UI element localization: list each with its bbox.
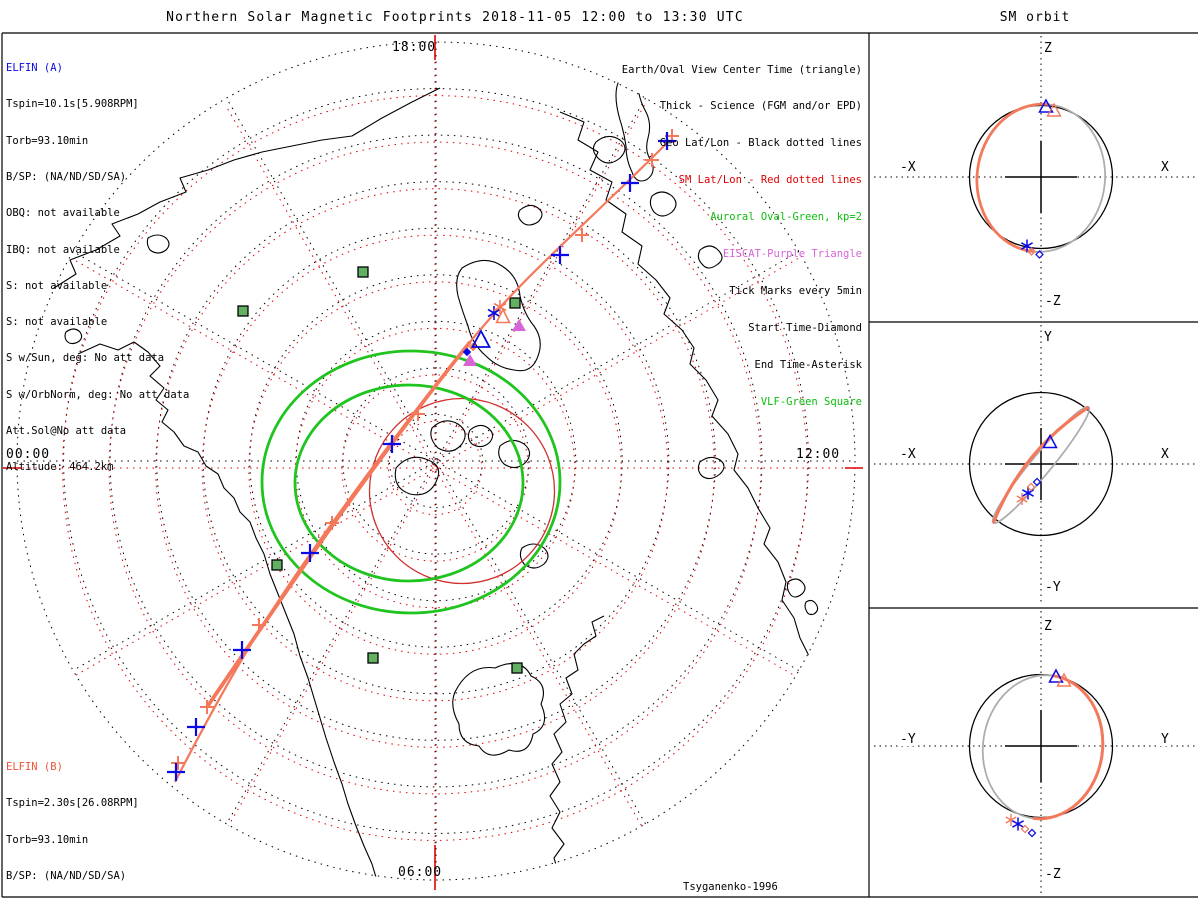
- view-center-triangle-b: [495, 307, 511, 324]
- view-center-triangle-a: [471, 329, 491, 348]
- axis-label: X: [1159, 160, 1171, 175]
- mlt-edge-ticks: [3, 35, 863, 890]
- sm-pole-circle: [368, 397, 556, 585]
- legend-item: End Time-Asterisk: [754, 358, 862, 371]
- legend-item: Earth/Oval View Center Time (triangle): [621, 63, 862, 76]
- legend-item: Tick Marks every 5min: [729, 284, 862, 297]
- info-line: Torb=93.10min: [6, 134, 89, 147]
- info-line: S: not available: [6, 279, 108, 292]
- orbit-triangle-b-yz: [1056, 672, 1072, 687]
- mlt-label-right: 12:00: [796, 447, 841, 462]
- vlf-squares: [237, 266, 523, 674]
- page-title: Northern Solar Magnetic Footprints 2018-…: [166, 10, 744, 25]
- sm-orbit-panel-xz: [874, 36, 1196, 319]
- info-line: OBQ: not available: [6, 207, 120, 220]
- axis-label: Z: [1042, 41, 1054, 56]
- legend-item: Auroral Oval-Green, kp=2: [710, 211, 862, 224]
- orbit-asterisk-a-yz: [1012, 817, 1024, 831]
- orbit-diamond-a-xy: [1032, 477, 1042, 487]
- elfin-b-info: ELFIN (B) Tspin=2.30s[26.08RPM] Torb=93.…: [6, 737, 189, 900]
- info-line: Tspin=2.30s[26.08RPM]: [6, 797, 139, 810]
- earth-circle-xz: [968, 104, 1114, 250]
- end-asterisk-a: [487, 306, 501, 320]
- crosshair-yz: [1005, 710, 1077, 782]
- start-diamond-a: [462, 347, 472, 357]
- track-event-markers: [462, 300, 511, 357]
- orbit-diamond-a-xz: [1035, 250, 1044, 259]
- mlt-label-bottom: 06:00: [398, 865, 443, 880]
- info-line: Torb=93.10min: [6, 833, 89, 846]
- orbit-asterisk-b-xy: [1016, 493, 1028, 505]
- orbit-asterisk-a-xy: [1022, 486, 1034, 500]
- info-line: S w/Sun, deg: No att data: [6, 352, 165, 365]
- auroral-oval: [260, 349, 562, 615]
- legend-item: VLF-Green Square: [760, 395, 862, 408]
- info-line: IBQ: not available: [6, 243, 120, 256]
- axis-label: -X: [898, 160, 918, 175]
- orbit-diamond-b-xz: [1027, 247, 1036, 256]
- axis-label: Y: [1042, 330, 1054, 345]
- info-line: S: not available: [6, 316, 108, 329]
- orbit-asterisk-b-yz: [1005, 814, 1017, 826]
- elfin-a-ticks: [167, 132, 676, 781]
- eiscat-triangles: [463, 319, 526, 366]
- field-model-label: Tsyganenko-1996: [683, 881, 778, 894]
- orbit-near-arc-xz: [975, 102, 1049, 253]
- legend-item: Thick - Science (FGM and/or EPD): [659, 100, 862, 113]
- orbit-near-arc-yz: [1032, 674, 1105, 821]
- coastlines: [19, 76, 825, 881]
- sm-orbit-title: SM orbit: [999, 10, 1071, 25]
- legend-item: EISCAT-Purple Triangle: [722, 248, 862, 261]
- crosshair-xz: [1005, 141, 1077, 213]
- axis-label: Y: [1159, 732, 1171, 747]
- orbit-triangle-a-xz: [1038, 98, 1054, 113]
- elfin-a-name: ELFIN (A): [6, 62, 63, 75]
- orbit-diamond-b-xy: [1026, 482, 1036, 492]
- science-thick-segment: [205, 340, 472, 709]
- crosshair-xy: [1005, 428, 1077, 500]
- orbit-near-arc-xy: [991, 405, 1090, 524]
- sm-orbit-panel-xy: [874, 325, 1196, 604]
- panel-borders: [1, 32, 1198, 898]
- orbit-diamond-b-yz: [1020, 824, 1030, 834]
- info-line: Att.Sol@No att data: [6, 425, 127, 437]
- earth-circle-xy: [968, 391, 1114, 537]
- axis-label: -X: [898, 447, 918, 462]
- axis-label: X: [1159, 447, 1171, 462]
- info-line: Tspin=10.1s[5.908RPM]: [6, 98, 139, 111]
- info-line: Altitude: 464.2km: [6, 461, 114, 474]
- credits: Tsyganenko-1996 Created: Sun Jan 29 09:3…: [683, 856, 892, 900]
- orbit-triangle-a-xy: [1042, 433, 1058, 449]
- elfin-a-info: ELFIN (A) Tspin=10.1s[5.908RPM] Torb=93.…: [6, 38, 189, 498]
- sm-graticule: [16, 49, 854, 881]
- legend-item: Start Time-Diamond: [748, 321, 862, 334]
- axis-label: -Z: [1043, 867, 1063, 882]
- info-line: B/SP: (NA/ND/SD/SA): [6, 171, 127, 184]
- mlt-label-left: 00:00: [6, 447, 51, 462]
- map-legend: Earth/Oval View Center Time (triangle) T…: [622, 39, 862, 433]
- geo-graticule: [16, 41, 856, 881]
- legend-item: Geo Lat/Lon - Black dotted lines: [659, 137, 862, 150]
- end-asterisk-b: [493, 300, 507, 314]
- elfin-b-ticks: [171, 129, 679, 770]
- axis-label: -Z: [1043, 294, 1063, 309]
- elfin-b-name: ELFIN (B): [6, 761, 63, 774]
- legend-item: SM Lat/Lon - Red dotted lines: [678, 174, 862, 187]
- info-line: S w/OrbNorm, deg: No att data: [6, 388, 190, 401]
- axis-label: -Y: [898, 732, 918, 747]
- orbit-diamond-a-yz: [1027, 828, 1037, 838]
- footprint-track: [174, 141, 669, 783]
- info-line: B/SP: (NA/ND/SD/SA): [6, 870, 127, 883]
- orbit-triangle-a-yz: [1048, 668, 1064, 683]
- mlt-label-top: 18:00: [392, 40, 437, 55]
- orbit-triangle-b-xz: [1046, 102, 1062, 117]
- sm-orbit-panel-yz: [874, 611, 1196, 895]
- axis-label: Z: [1042, 619, 1054, 634]
- axis-label: -Y: [1043, 580, 1063, 595]
